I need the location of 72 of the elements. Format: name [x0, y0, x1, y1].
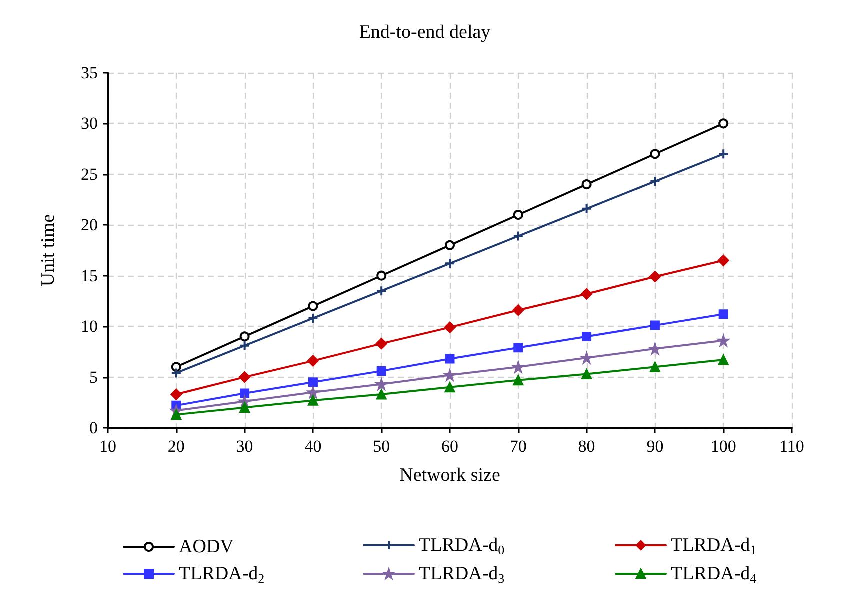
y-tick-label: 25	[81, 164, 98, 184]
point	[718, 118, 729, 129]
y-tick-label: 35	[81, 64, 98, 82]
point	[170, 368, 182, 379]
point	[444, 258, 456, 270]
point	[580, 352, 594, 364]
point	[307, 355, 319, 367]
point	[376, 338, 388, 350]
point	[170, 388, 182, 400]
point	[376, 389, 387, 400]
y-tick-label: 5	[90, 368, 98, 387]
point	[376, 366, 386, 376]
y-tick-label: 0	[90, 418, 98, 438]
point	[376, 270, 387, 281]
point	[444, 368, 456, 382]
point	[239, 372, 251, 384]
point	[513, 375, 524, 386]
point	[512, 304, 524, 316]
point	[582, 368, 592, 380]
x-axis-title: Network size	[400, 465, 500, 486]
point	[240, 388, 250, 398]
point	[306, 386, 320, 399]
point	[649, 271, 661, 283]
point	[239, 340, 250, 352]
x-tick-label: 100	[710, 437, 736, 456]
point	[717, 334, 730, 348]
y-tick-label: 30	[81, 114, 98, 134]
x-tick-label: 40	[304, 437, 322, 456]
point	[445, 240, 455, 250]
point	[376, 286, 388, 297]
x-tick-label: 90	[646, 437, 664, 456]
chart-title: End-to-end delay	[359, 22, 492, 43]
x-tick-label: 80	[578, 437, 596, 456]
point	[513, 210, 524, 220]
point	[581, 203, 592, 214]
point	[308, 378, 318, 388]
point	[444, 322, 456, 334]
point	[718, 148, 730, 160]
point	[240, 332, 250, 342]
point	[171, 362, 182, 372]
point	[445, 354, 455, 364]
y-tick-label: 15	[81, 266, 98, 286]
point	[650, 149, 660, 160]
point	[650, 320, 660, 330]
point	[718, 310, 728, 320]
y-axis-title: Unit time	[38, 214, 59, 287]
x-tick-label: 60	[442, 437, 458, 456]
point	[648, 342, 662, 356]
point	[308, 395, 318, 406]
point	[650, 176, 661, 188]
point	[581, 288, 593, 300]
point	[308, 312, 319, 324]
point	[650, 362, 660, 372]
x-tick-label: 50	[373, 437, 390, 456]
point	[512, 360, 525, 374]
point	[718, 354, 729, 366]
point	[514, 343, 524, 353]
point	[718, 254, 730, 266]
y-tick-label: 10	[81, 317, 98, 336]
x-tick-label: 30	[236, 437, 254, 456]
point	[582, 180, 592, 190]
y-tick-label: 20	[81, 216, 98, 235]
point	[512, 230, 524, 242]
x-tick-label: 110	[780, 437, 804, 456]
point	[308, 301, 318, 312]
x-tick-label: 70	[510, 437, 527, 456]
point	[444, 382, 456, 393]
point	[375, 378, 388, 391]
legend-label: AODV	[179, 536, 234, 558]
x-tick-label: 20	[168, 437, 185, 456]
point	[582, 332, 592, 342]
point	[240, 402, 250, 413]
